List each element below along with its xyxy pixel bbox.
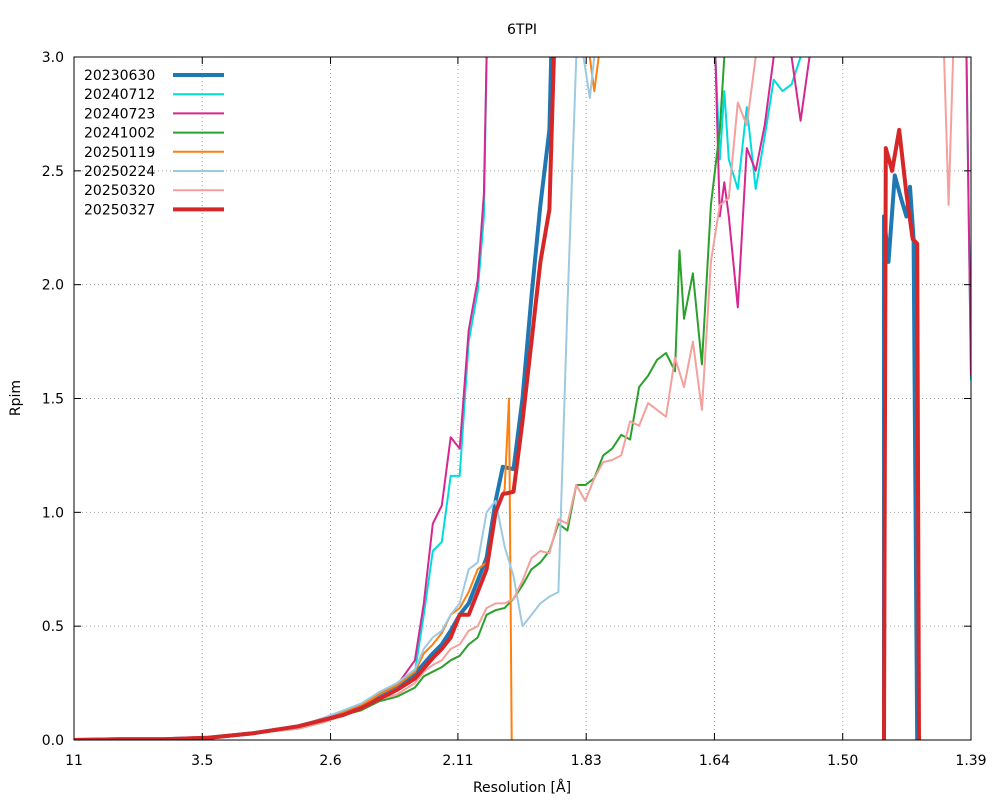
x-tick-label: 1.83 [571,753,602,769]
x-tick-label: 1.64 [699,753,730,769]
legend-label-20250327: 20250327 [84,202,155,218]
series-line-20250320 [943,57,955,206]
series-line-20240712 [714,57,802,190]
legend-label-20230630: 20230630 [84,68,155,84]
x-tick-label: 11 [65,753,83,769]
y-tick-label: 0.5 [42,619,64,635]
x-tick-label: 1.50 [827,753,858,769]
legend-label-20250320: 20250320 [84,183,155,199]
series-lines [74,57,971,740]
series-line-20250119 [588,57,600,93]
series-line-20250327 [74,57,556,740]
series-line-20250327 [882,127,921,740]
x-axis-label: Resolution [Å] [473,779,571,796]
x-tick-label: 2.6 [319,753,341,769]
x-tick-label: 1.39 [955,753,986,769]
y-tick-label: 1.5 [42,392,64,408]
y-tick-label: 1.0 [42,505,64,521]
axis-ticks: 11 3.5 2.6 2.11 1.83 1.64 1.50 1.39 0.0 0.5 1.0 1.5… [42,50,987,769]
legend-label-20250224: 20250224 [84,164,155,180]
y-axis-label: Rpim [8,380,24,416]
y-tick-label: 0.0 [42,733,64,749]
legend-label-20240723: 20240723 [84,106,155,122]
legend-label-20250119: 20250119 [84,145,155,161]
x-tick-label: 3.5 [191,753,213,769]
legend-label-20241002: 20241002 [84,126,155,142]
y-tick-label: 3.0 [42,50,64,66]
series-line-20240723 [790,57,811,122]
y-tick-label: 2.5 [42,164,64,180]
series-line-20240723 [965,57,971,376]
chart-title: 6TPI [507,22,537,38]
legend-label-20240712: 20240712 [84,87,155,103]
y-tick-label: 2.0 [42,278,64,294]
x-tick-label: 2.11 [442,753,473,769]
series-line-20250224 [582,57,596,99]
legend: 20230630 20240712 20240723 20241002 20250119… [84,68,224,218]
